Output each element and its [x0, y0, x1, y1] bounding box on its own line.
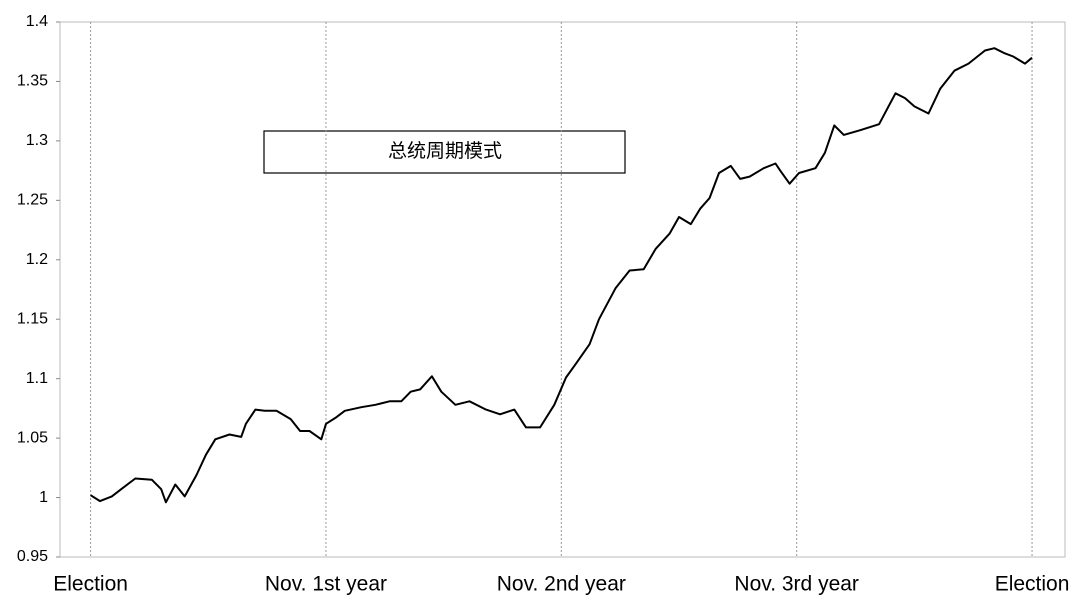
- y-tick-label: 1.15: [17, 310, 48, 327]
- x-tick-label: Nov. 2nd year: [497, 573, 626, 596]
- x-tick-label: Nov. 3rd year: [734, 573, 859, 596]
- y-tick-label: 1: [39, 489, 48, 506]
- y-tick-label: 1.4: [26, 13, 48, 30]
- data-line: [90, 47, 1033, 504]
- y-tick-label: 1.2: [26, 251, 48, 268]
- plot-frame: [59, 21, 1066, 558]
- y-tick-label: 1.35: [17, 73, 48, 90]
- x-tick-label: Election: [53, 573, 128, 596]
- annotation-box: [263, 130, 626, 174]
- y-tick-label: 0.95: [17, 548, 48, 565]
- x-tick-label: Election: [995, 573, 1070, 596]
- y-tick-label: 1.25: [17, 192, 48, 209]
- y-tick-label: 1.05: [17, 429, 48, 446]
- annotation: 总统周期模式: [388, 140, 502, 162]
- x-tick-label: Nov. 1st year: [265, 573, 387, 596]
- y-tick-label: 1.1: [26, 370, 48, 387]
- y-tick-label: 1.3: [26, 132, 48, 149]
